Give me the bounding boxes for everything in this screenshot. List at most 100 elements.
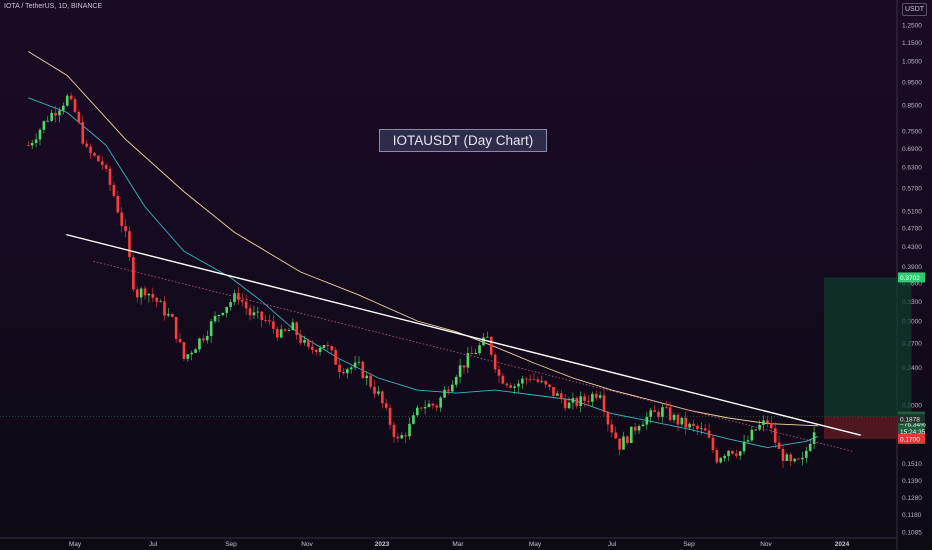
candle-down (770, 423, 773, 429)
candle-down (707, 430, 711, 438)
candle-up (365, 375, 369, 379)
candle-up (58, 110, 61, 116)
candle-up (699, 428, 703, 430)
candle-down (692, 423, 695, 426)
candle-up (513, 386, 516, 388)
y-tick-label: 0.4300 (902, 244, 922, 251)
candle-down (338, 364, 341, 373)
y-tick-label: 0.2000 (902, 403, 922, 410)
candle-down (381, 391, 384, 404)
candle-down (384, 403, 388, 408)
y-tick-label: 0.3900 (902, 264, 922, 271)
candle-up (466, 353, 470, 368)
candle-up (225, 306, 229, 313)
candle-up (233, 293, 236, 303)
candle-down (552, 386, 555, 396)
candle-up (349, 367, 353, 370)
candle-down (431, 403, 435, 406)
y-tick-label: 0.9500 (902, 79, 922, 86)
candle-up (190, 352, 193, 355)
y-tick-label: 0.2400 (902, 365, 922, 372)
candle-down (633, 426, 637, 431)
y-tick-label: 0.1280 (902, 495, 922, 502)
candle-down (182, 342, 186, 359)
candle-down (447, 389, 450, 392)
candle-down (93, 153, 96, 156)
candle-up (474, 353, 477, 355)
candle-down (170, 314, 174, 317)
candle-up (194, 349, 197, 353)
candle-down (264, 320, 267, 321)
y-tick-label: 0.1180 (902, 512, 922, 519)
profit-zone (823, 277, 912, 417)
candle-down (594, 393, 598, 398)
y-tick-label: 0.6300 (902, 165, 922, 172)
candle-up (439, 397, 442, 408)
candle-up (198, 338, 201, 350)
candle-down (334, 350, 337, 365)
candle-down (81, 122, 85, 144)
y-tick-label: 0.4700 (902, 225, 922, 232)
symbol-header: IOTA / TetherUS, 1D, BINANCE (4, 3, 103, 10)
candle-up (65, 95, 69, 106)
candle-up (742, 441, 746, 452)
candle-down (735, 453, 738, 456)
x-tick-label: Mar (452, 541, 464, 548)
candle-up (416, 407, 419, 416)
candle-down (295, 322, 299, 336)
candle-down (27, 145, 30, 147)
candle-down (174, 316, 178, 339)
x-tick-label: 2024 (835, 541, 850, 548)
candle-up (758, 424, 761, 430)
candle-up (213, 316, 217, 322)
x-tick-label: May (69, 541, 82, 548)
candle-up (303, 340, 306, 343)
candle-down (326, 345, 330, 347)
x-tick-label: Jul (608, 541, 617, 548)
candle-up (738, 451, 742, 456)
candle-down (155, 297, 158, 302)
candle-down (711, 437, 715, 451)
candle-down (536, 379, 540, 382)
candle-up (645, 416, 649, 425)
candle-up (750, 429, 754, 441)
current-price-tag-text: 15:24:35 (900, 429, 926, 436)
candle-up (408, 423, 411, 437)
y-tick-label: 0.1510 (902, 461, 922, 468)
candle-up (567, 402, 571, 409)
candle-down (563, 399, 567, 409)
candle-up (186, 354, 190, 359)
candle-down (684, 417, 688, 428)
y-tick-label: 0.1390 (902, 478, 922, 485)
candle-down (404, 435, 407, 437)
y-tick-label: 1.0500 (902, 59, 922, 66)
y-tick-label: 0.5700 (902, 185, 922, 192)
candle-up (322, 345, 326, 348)
candle-up (723, 456, 726, 459)
candle-down (777, 442, 781, 449)
candle-up (287, 330, 291, 331)
ref-price-tag (898, 414, 925, 424)
candle-down (505, 383, 509, 386)
dotted-trendline (93, 260, 854, 452)
candle-down (97, 155, 100, 162)
candle-down (781, 448, 785, 461)
candle-up (672, 414, 676, 420)
candle-up (167, 314, 170, 316)
candle-up (727, 450, 730, 457)
candle-down (237, 293, 240, 300)
currency-badge[interactable]: USDT (902, 3, 927, 16)
candle-down (151, 293, 155, 298)
candle-down (373, 386, 376, 394)
candle-down (435, 405, 439, 408)
candle-down (602, 395, 606, 412)
candle-up (629, 426, 633, 443)
candle-down (509, 385, 512, 388)
candle-down (396, 436, 400, 439)
candle-down (524, 378, 528, 380)
candle-down (462, 365, 466, 368)
candle-down (606, 411, 610, 425)
candle-down (676, 414, 680, 425)
candle-down (132, 257, 135, 290)
